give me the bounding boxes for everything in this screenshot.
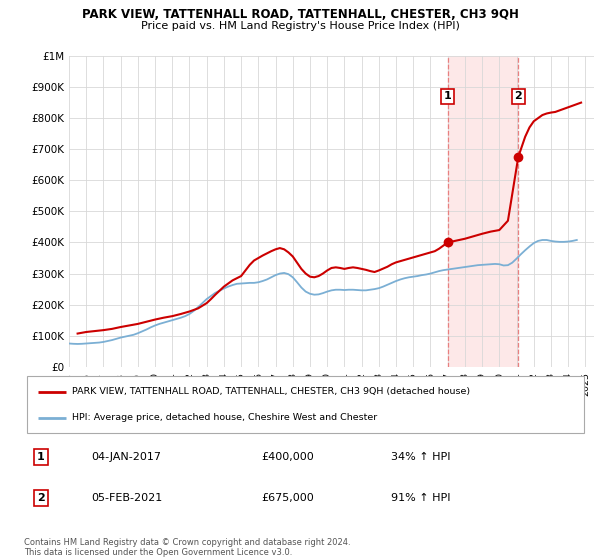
Text: 04-JAN-2017: 04-JAN-2017 xyxy=(92,452,161,462)
Text: PARK VIEW, TATTENHALL ROAD, TATTENHALL, CHESTER, CH3 9QH (detached house): PARK VIEW, TATTENHALL ROAD, TATTENHALL, … xyxy=(72,387,470,396)
Text: 2: 2 xyxy=(37,493,45,503)
Text: 05-FEB-2021: 05-FEB-2021 xyxy=(92,493,163,503)
Text: PARK VIEW, TATTENHALL ROAD, TATTENHALL, CHESTER, CH3 9QH: PARK VIEW, TATTENHALL ROAD, TATTENHALL, … xyxy=(82,8,518,21)
Text: 1: 1 xyxy=(37,452,45,462)
FancyBboxPatch shape xyxy=(27,376,584,433)
Text: 91% ↑ HPI: 91% ↑ HPI xyxy=(391,493,450,503)
Text: 34% ↑ HPI: 34% ↑ HPI xyxy=(391,452,450,462)
Text: Price paid vs. HM Land Registry's House Price Index (HPI): Price paid vs. HM Land Registry's House … xyxy=(140,21,460,31)
Text: 1: 1 xyxy=(444,91,452,101)
Bar xyxy=(448,56,518,367)
Text: £675,000: £675,000 xyxy=(261,493,314,503)
Text: HPI: Average price, detached house, Cheshire West and Chester: HPI: Average price, detached house, Ches… xyxy=(72,413,377,422)
Text: 2: 2 xyxy=(514,91,522,101)
Text: Contains HM Land Registry data © Crown copyright and database right 2024.
This d: Contains HM Land Registry data © Crown c… xyxy=(24,538,350,557)
Text: £400,000: £400,000 xyxy=(261,452,314,462)
